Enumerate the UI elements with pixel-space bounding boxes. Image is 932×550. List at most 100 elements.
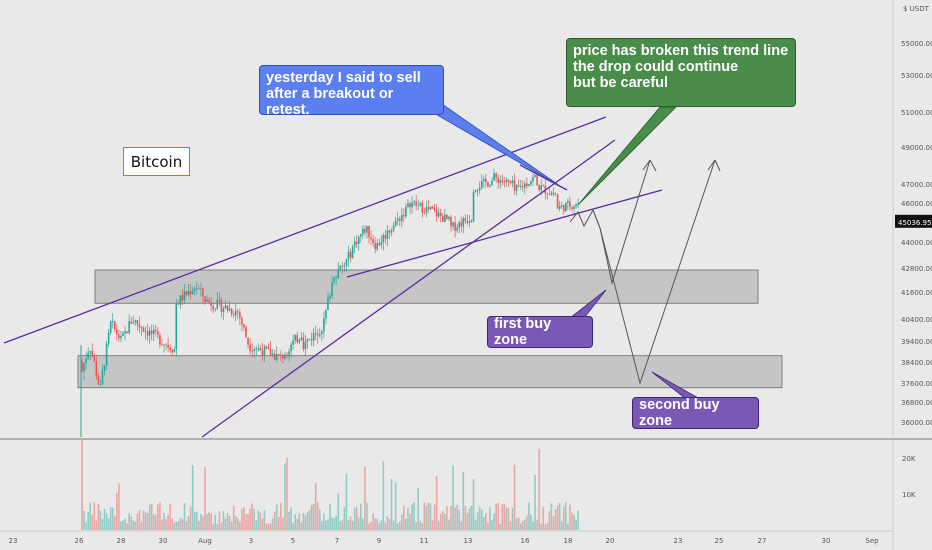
candle-body [474,190,477,192]
callout-trend-line2: the drop could continue [573,59,739,75]
candle-body [382,235,385,243]
candle-body [503,181,506,183]
volume-bar [177,521,180,530]
candle-body [83,362,85,372]
candle-body [218,299,221,301]
volume-bar [345,473,348,530]
candles [80,168,579,437]
candle-body [532,177,534,182]
volume-bar [456,504,458,530]
candle-body [466,221,469,223]
volume-bar [181,518,184,530]
volume-bar [81,440,83,530]
volume-bar [417,487,419,530]
candle-body [558,206,561,209]
volume-bar [450,506,452,530]
candle-body [478,187,481,191]
candle-body [169,347,171,351]
candle-body [468,221,471,223]
volume-bar [157,504,159,530]
candle-body [413,201,415,203]
volume-bar [351,520,354,530]
volume-bar [495,503,497,530]
volume-bar [259,512,262,530]
candle-body [103,365,106,372]
volume-bar [208,512,210,530]
volume-bar [312,504,315,530]
candle-body [427,207,430,210]
candle-body [163,344,165,346]
candle-body [435,210,438,217]
volume-bar [519,523,522,530]
volume-bar [448,519,450,530]
x-tick-label: 27 [758,537,767,545]
volume-bar [466,513,469,530]
candle-body [405,206,407,217]
volume-bar [462,471,465,530]
candle-body [476,190,479,191]
candle-body [204,296,206,302]
volume-bar [251,503,253,530]
volume-bar [437,520,440,530]
candle-body [378,243,381,246]
volume-bar [409,513,411,530]
volume-bar [511,507,514,530]
volume-bar [554,509,557,530]
volume-bar [444,513,446,530]
callout-sell-line1: yesterday I said to sell [266,70,421,86]
volume-bar [93,502,96,530]
volume-bar [538,448,540,530]
volume-bar [130,516,132,530]
volume-bar [95,520,98,530]
last-price-badge [895,214,932,228]
candle-body [157,331,159,336]
volume-bar [134,521,137,530]
candle-body [515,185,518,191]
candle-body [202,288,204,297]
volume-bar [298,513,301,530]
candle-body [366,226,368,233]
volume-bar [167,515,169,530]
x-tick-label: 13 [464,537,473,545]
candle-body [448,216,450,220]
candle-body [495,173,497,178]
candle-body [419,202,422,206]
candle-body [224,305,227,309]
volume-bar [509,521,512,530]
candle-body [216,299,219,309]
candle-body [237,311,239,313]
volume-bar [83,511,85,530]
volume-bar [411,504,413,530]
candle-body [175,303,178,350]
candle-body [567,201,569,203]
candle-body [456,227,458,231]
volume-bar [423,502,426,530]
candle-body [403,214,405,217]
volume-bar [286,457,288,530]
volume-bar [489,507,491,530]
candle-body [187,290,190,295]
candle-body [560,205,563,207]
volume-bar [454,507,456,530]
volume-bar [546,522,549,530]
candle-body [388,230,391,233]
candle-body [200,288,202,290]
volume-bar [480,509,483,530]
volume-bar [439,513,442,530]
volume-bar [237,518,239,530]
candle-body [183,291,186,301]
candle-body [132,322,135,324]
volume-bar [249,508,251,530]
volume-bar [114,516,116,530]
volume-bar [210,513,212,530]
callout-trend-break: price has broken this trend line the dro… [566,38,796,107]
candle-body [392,225,395,231]
candle-body [372,239,374,243]
candle-body [185,291,188,295]
candle-body [347,251,350,260]
volume-bar [220,522,223,530]
volume-bar [323,513,325,530]
projection-path-2 [592,159,716,385]
candle-body [556,194,559,209]
